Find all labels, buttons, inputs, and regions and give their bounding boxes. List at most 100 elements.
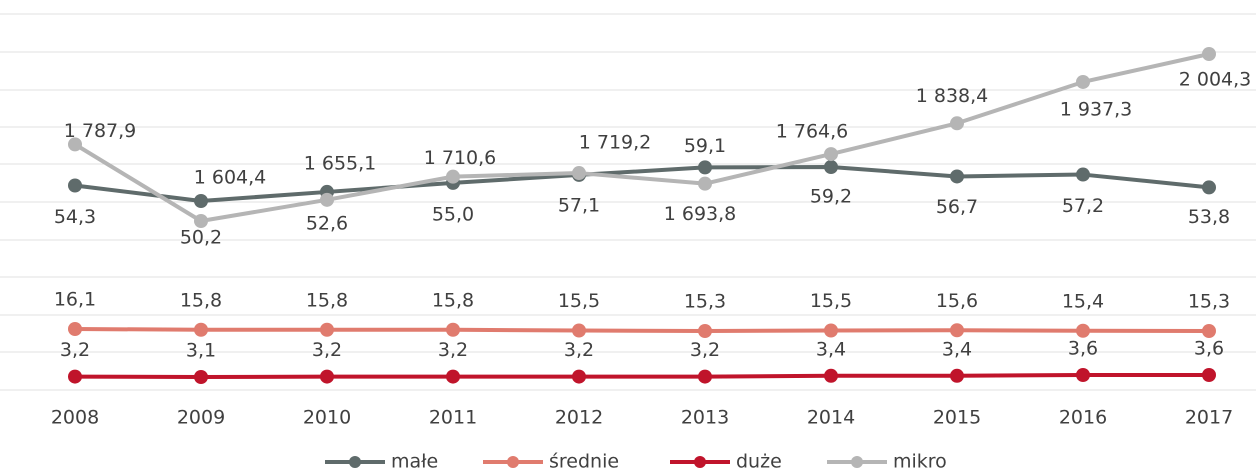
point [698,324,712,338]
point [698,369,712,384]
data-label: 15,8 [306,289,348,311]
point [824,368,838,383]
point [320,322,334,337]
line [74,327,1210,333]
data-label: 15,4 [1062,290,1104,312]
point [572,166,586,181]
point [446,169,460,184]
data-label: 3,2 [438,339,468,361]
data-label: 53,8 [1188,206,1230,228]
legend-label: mikro [893,451,947,472]
legend-label: małe [391,451,438,472]
data-label: 55,0 [432,203,474,225]
point [950,368,964,383]
x-tick-label: 2012 [555,407,603,429]
data-label: 3,2 [312,339,342,361]
point [950,169,964,184]
point [446,369,460,384]
data-label: 15,5 [810,290,852,312]
point [68,137,82,152]
data-label: 1 710,6 [424,147,497,169]
data-label: 54,3 [54,206,96,228]
x-tick-label: 2013 [681,407,729,429]
series: 3,2 3,1 3,2 3,2 3,2 3,2 3,4 3,4 3,6 3,6 [60,338,1224,384]
data-label: 59,1 [684,135,726,157]
legend-item: mikro [827,451,947,472]
point [320,192,334,207]
point [950,323,964,338]
data-label: 1 838,4 [916,85,989,107]
point [572,323,586,338]
data-label: 3,6 [1068,338,1098,360]
data-label: 3,2 [690,339,720,361]
line [74,373,1209,379]
data-label: 3,1 [186,340,216,362]
x-tick-label: 2008 [51,407,99,429]
data-label: 3,2 [564,339,594,361]
point [194,214,208,228]
data-label: 15,3 [684,291,726,313]
point [572,369,586,384]
legend-item: małe [325,451,438,472]
point [1202,368,1216,382]
point [824,323,838,338]
point [1076,167,1090,182]
point [194,322,208,337]
point [950,116,964,131]
point [698,176,712,191]
point [68,178,82,193]
data-label: 1 937,3 [1060,98,1133,120]
x-tick-label: 2011 [429,407,477,429]
point [1076,74,1090,89]
point [68,369,82,384]
data-label: 1 655,1 [304,152,377,174]
series: 16,1 15,8 15,8 15,8 15,5 15,3 15,5 15,6 15,4 15,3 [54,289,1230,338]
legend-item: duże [670,451,782,472]
point [1076,368,1090,382]
line [74,165,1210,203]
data-label: 3,6 [1194,338,1224,360]
legend-marker [507,456,519,468]
data-label: 52,6 [306,212,348,234]
data-label: 2 004,3 [1179,69,1252,91]
legend-label: duże [736,451,782,472]
point [1076,323,1090,338]
data-label: 1 693,8 [664,203,737,225]
legend-marker [349,456,361,468]
x-tick-label: 2010 [303,407,351,429]
data-label: 15,6 [936,290,978,312]
point [1202,324,1216,338]
x-tick-label: 2014 [807,407,855,429]
point [1202,180,1216,195]
x-tick-label: 2016 [1059,407,1107,429]
point [824,147,838,162]
legend-label: średnie [549,451,619,472]
data-label: 1 764,6 [776,121,849,143]
legend-marker [851,456,863,468]
point [194,194,208,208]
point [824,160,838,174]
x-tick-label: 2015 [933,407,981,429]
point [194,370,208,384]
data-label: 57,2 [1062,195,1104,217]
x-tick-label: 2009 [177,407,225,429]
data-label: 15,8 [432,289,474,311]
data-label: 57,1 [558,194,600,216]
data-label: 15,3 [1188,291,1230,313]
point [446,322,460,337]
data-label: 56,7 [936,196,978,218]
point [68,322,82,336]
point [320,369,334,384]
legend-item: średnie [483,451,619,472]
data-label: 15,5 [558,290,600,312]
data-label: 59,2 [810,186,852,208]
data-label: 3,4 [816,338,846,360]
data-label: 3,4 [942,338,972,360]
data-label: 16,1 [54,289,96,311]
data-label: 1 787,9 [64,120,137,142]
data-label: 1 719,2 [579,132,652,154]
data-label: 3,2 [60,339,90,361]
line [73,52,1210,223]
legend-marker [694,456,706,468]
